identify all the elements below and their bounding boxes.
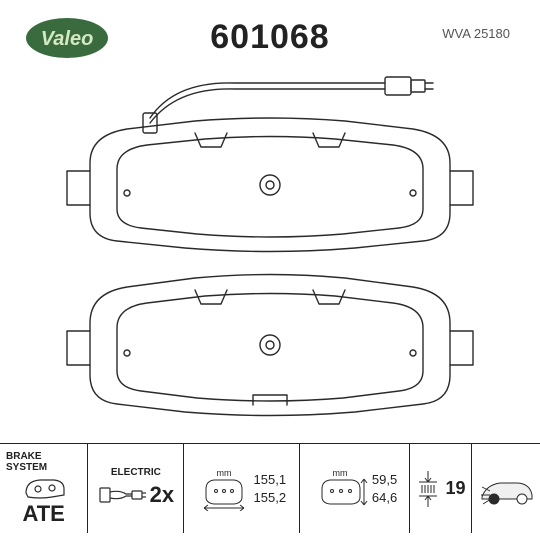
spec-value: 2x — [150, 482, 174, 508]
spec-axle — [472, 444, 540, 533]
svg-text:Valeo: Valeo — [41, 28, 94, 50]
spec-bar: BRAKE SYSTEM ATE ELECTRIC — [0, 443, 540, 533]
spec-header: BRAKE SYSTEM — [6, 451, 81, 473]
svg-text:mm: mm — [332, 468, 347, 478]
spec-width: mm 155,1 155,2 — [184, 444, 300, 533]
product-diagram — [0, 63, 540, 443]
spec-value: 59,5 — [372, 471, 397, 489]
spec-value: 155,1 — [254, 471, 287, 489]
spec-brake-system: BRAKE SYSTEM ATE — [0, 444, 88, 533]
width-icon: mm — [198, 467, 250, 511]
brand-logo: Valeo — [24, 16, 110, 65]
spec-electric: ELECTRIC 2x — [88, 444, 184, 533]
spec-height: mm 59,5 64,6 — [300, 444, 410, 533]
spec-value: ATE — [22, 501, 64, 527]
thickness-icon — [415, 469, 441, 509]
caliper-icon — [22, 475, 66, 501]
header: Valeo 601068 WVA 25180 — [0, 0, 540, 63]
wva-code: WVA 25180 — [442, 26, 510, 41]
height-icon: mm — [312, 467, 368, 511]
spec-header: ELECTRIC — [111, 467, 161, 478]
sensor-plug-icon — [98, 480, 146, 510]
spec-value: 64,6 — [372, 489, 397, 507]
spec-thickness: 19 — [410, 444, 472, 533]
spec-value: 155,2 — [254, 489, 287, 507]
svg-text:mm: mm — [216, 468, 231, 478]
part-number: 601068 — [210, 18, 329, 57]
car-front-axle-icon — [478, 471, 534, 507]
spec-value: 19 — [445, 478, 465, 499]
